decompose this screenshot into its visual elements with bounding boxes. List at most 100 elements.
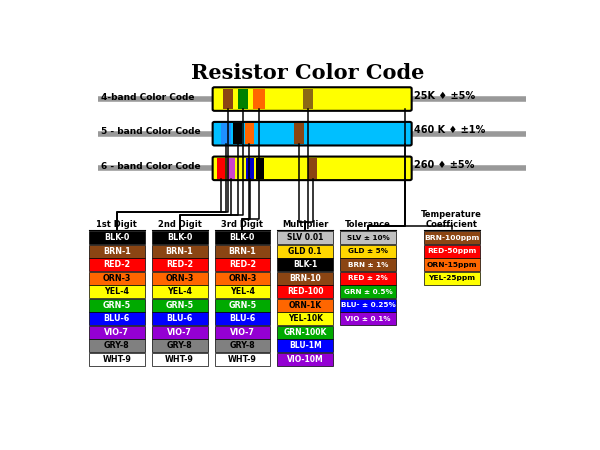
Bar xyxy=(256,158,264,179)
Text: BRN ± 1%: BRN ± 1% xyxy=(348,261,388,268)
Bar xyxy=(246,158,254,179)
Bar xyxy=(221,123,231,144)
Text: BLK-0: BLK-0 xyxy=(104,233,130,242)
Text: 4-band Color Code: 4-band Color Code xyxy=(101,93,194,102)
Text: ORN-1K: ORN-1K xyxy=(289,301,322,310)
Bar xyxy=(277,326,333,339)
Bar xyxy=(223,89,233,109)
Bar xyxy=(238,89,248,109)
Text: 460 K ♦ ±1%: 460 K ♦ ±1% xyxy=(415,125,486,135)
Text: BLK-1: BLK-1 xyxy=(293,260,317,269)
Bar xyxy=(152,272,208,285)
Bar xyxy=(277,339,333,352)
Text: SLV 0.01: SLV 0.01 xyxy=(287,233,323,242)
Text: YEL-4: YEL-4 xyxy=(167,287,192,296)
Text: 260 ♦ ±5%: 260 ♦ ±5% xyxy=(415,160,475,170)
Text: Multiplier: Multiplier xyxy=(282,220,328,230)
Text: BLK-0: BLK-0 xyxy=(230,233,255,242)
Bar xyxy=(236,158,245,179)
Bar xyxy=(227,158,235,179)
Text: YEL-4: YEL-4 xyxy=(230,287,255,296)
Bar xyxy=(340,258,396,271)
Bar xyxy=(340,312,396,325)
Text: VIO-10M: VIO-10M xyxy=(287,355,323,364)
Text: 2nd Digit: 2nd Digit xyxy=(158,220,202,230)
Bar xyxy=(152,353,208,366)
Bar xyxy=(340,231,396,244)
Text: WHT-9: WHT-9 xyxy=(165,355,194,364)
Text: RED-100: RED-100 xyxy=(287,287,323,296)
Bar xyxy=(152,312,208,325)
Bar xyxy=(340,299,396,312)
Text: 3rd Digit: 3rd Digit xyxy=(221,220,263,230)
Bar xyxy=(340,245,396,258)
Text: ORN-3: ORN-3 xyxy=(103,274,131,283)
Text: WHT-9: WHT-9 xyxy=(103,355,131,364)
Text: RED-50ppm: RED-50ppm xyxy=(427,248,476,254)
FancyBboxPatch shape xyxy=(212,157,412,180)
Text: Temperature
Coefficient: Temperature Coefficient xyxy=(421,210,482,230)
Bar xyxy=(89,339,145,352)
Bar xyxy=(89,312,145,325)
Bar xyxy=(215,312,271,325)
Text: GRN-5: GRN-5 xyxy=(103,301,131,310)
Text: VIO-7: VIO-7 xyxy=(104,328,129,337)
Bar xyxy=(89,326,145,339)
Bar xyxy=(233,123,242,144)
Bar xyxy=(152,245,208,258)
Bar xyxy=(303,89,313,109)
Bar xyxy=(215,285,271,298)
Text: SLV ± 10%: SLV ± 10% xyxy=(347,234,389,241)
Bar xyxy=(277,353,333,366)
Text: BLU-1M: BLU-1M xyxy=(289,341,322,350)
Bar xyxy=(152,326,208,339)
Bar xyxy=(253,89,265,109)
FancyBboxPatch shape xyxy=(212,122,412,145)
Text: YEL-25ppm: YEL-25ppm xyxy=(428,275,475,281)
Bar xyxy=(89,272,145,285)
Bar xyxy=(245,123,254,144)
Text: BLU-6: BLU-6 xyxy=(104,314,130,323)
Text: GLD ± 5%: GLD ± 5% xyxy=(348,248,388,254)
Bar xyxy=(277,285,333,298)
Bar xyxy=(89,231,145,244)
Text: Resistor Color Code: Resistor Color Code xyxy=(191,63,424,83)
Text: BLK-0: BLK-0 xyxy=(167,233,193,242)
Bar xyxy=(217,158,225,179)
Bar xyxy=(277,245,333,258)
Bar xyxy=(277,231,333,244)
Bar xyxy=(424,258,479,271)
Text: BRN-1: BRN-1 xyxy=(166,247,193,256)
Text: ORN-3: ORN-3 xyxy=(228,274,257,283)
Bar xyxy=(424,245,479,258)
Text: GRN ± 0.5%: GRN ± 0.5% xyxy=(344,289,392,295)
Text: VIO-7: VIO-7 xyxy=(230,328,255,337)
Text: GRN-100K: GRN-100K xyxy=(283,328,327,337)
Bar xyxy=(89,353,145,366)
Text: GRY-8: GRY-8 xyxy=(230,341,255,350)
Bar xyxy=(152,299,208,312)
Bar xyxy=(215,272,271,285)
Bar xyxy=(152,339,208,352)
Text: GRY-8: GRY-8 xyxy=(104,341,130,350)
Text: ORN-3: ORN-3 xyxy=(166,274,194,283)
Bar xyxy=(277,272,333,285)
Text: WHT-9: WHT-9 xyxy=(228,355,257,364)
Text: GRN-5: GRN-5 xyxy=(166,301,194,310)
Text: YEL-4: YEL-4 xyxy=(104,287,130,296)
Bar xyxy=(89,245,145,258)
Bar xyxy=(298,158,307,179)
Text: 6 - band Color Code: 6 - band Color Code xyxy=(101,162,200,171)
Text: RED-2: RED-2 xyxy=(229,260,256,269)
Text: GLD 0.1: GLD 0.1 xyxy=(289,247,322,256)
Bar xyxy=(277,258,333,271)
Bar xyxy=(215,299,271,312)
Bar xyxy=(293,123,304,144)
Text: BLU-6: BLU-6 xyxy=(229,314,256,323)
Bar xyxy=(340,272,396,285)
Bar xyxy=(215,245,271,258)
Bar xyxy=(215,258,271,271)
FancyBboxPatch shape xyxy=(212,87,412,111)
Bar xyxy=(277,312,333,325)
Text: BRN-1: BRN-1 xyxy=(103,247,131,256)
